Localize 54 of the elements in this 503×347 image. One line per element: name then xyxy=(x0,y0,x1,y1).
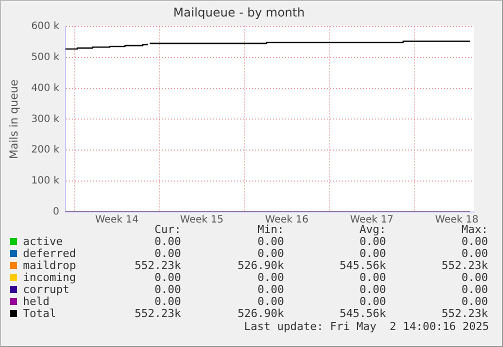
text: Last update: Fri May 2 14:00:16 2025 xyxy=(244,320,489,333)
text: 0.00 xyxy=(154,283,181,296)
text: 0.00 xyxy=(154,295,181,308)
legend-label: held xyxy=(22,295,50,308)
legend-label: maildrop xyxy=(22,259,77,272)
legend-label: Total xyxy=(22,307,58,320)
text: 0.00 xyxy=(460,247,488,260)
y-tick-label: 400 k xyxy=(31,82,60,94)
chart-title: Mailqueue - by month xyxy=(173,5,305,20)
text: Cur: xyxy=(154,223,181,236)
text: 0.00 xyxy=(460,283,488,296)
text: 0.00 xyxy=(256,235,284,248)
text: 0.00 xyxy=(256,295,284,308)
text: 0.00 xyxy=(358,295,386,308)
text: 0.00 xyxy=(358,271,386,284)
text: 0.00 xyxy=(256,247,284,260)
legend-label: incoming xyxy=(22,271,77,284)
y-axis-title: Mails in queue xyxy=(7,79,20,159)
x-tick-label: Week 14 xyxy=(95,214,139,226)
text: 0.00 xyxy=(358,235,386,248)
text: 0.00 xyxy=(460,271,488,284)
text: 545.56k xyxy=(338,259,386,272)
text: 0.00 xyxy=(358,247,386,260)
x-tick-label: Week 18 xyxy=(435,214,478,226)
x-tick-label: Week 16 xyxy=(265,214,308,226)
text: 545.56k xyxy=(338,307,386,320)
text: 0.00 xyxy=(358,283,386,296)
legend-label: deferred xyxy=(22,247,77,260)
legend-label: active xyxy=(22,235,64,248)
text: 0.00 xyxy=(256,283,284,296)
y-tick-label: 300 k xyxy=(31,114,60,125)
text: 0.00 xyxy=(460,295,488,308)
text: 552.23k xyxy=(134,307,181,320)
y-tick-label: 200 k xyxy=(31,144,60,156)
x-tick-label: Week 15 xyxy=(180,214,224,226)
text: Avg: xyxy=(358,223,386,236)
y-tick-label: 100 k xyxy=(31,176,60,187)
text: 0.00 xyxy=(154,247,181,260)
text: 552.23k xyxy=(440,307,488,320)
text: Max: xyxy=(460,223,488,236)
text: 552.23k xyxy=(134,259,181,272)
text: 526.90k xyxy=(236,307,284,320)
legend-label: corrupt xyxy=(22,283,70,296)
text: 0.00 xyxy=(154,271,181,284)
text: 0.00 xyxy=(460,235,488,248)
text: Min: xyxy=(256,223,284,236)
text: 0.00 xyxy=(154,235,181,248)
x-tick-label: Week 17 xyxy=(350,214,394,226)
y-tick-label: 600 k xyxy=(31,20,60,32)
text: 526.90k xyxy=(236,259,284,272)
text: 552.23k xyxy=(440,259,488,272)
text: 0.00 xyxy=(256,271,284,284)
y-tick-label: 500 k xyxy=(31,52,60,63)
y-tick-label: 0 xyxy=(52,206,60,218)
